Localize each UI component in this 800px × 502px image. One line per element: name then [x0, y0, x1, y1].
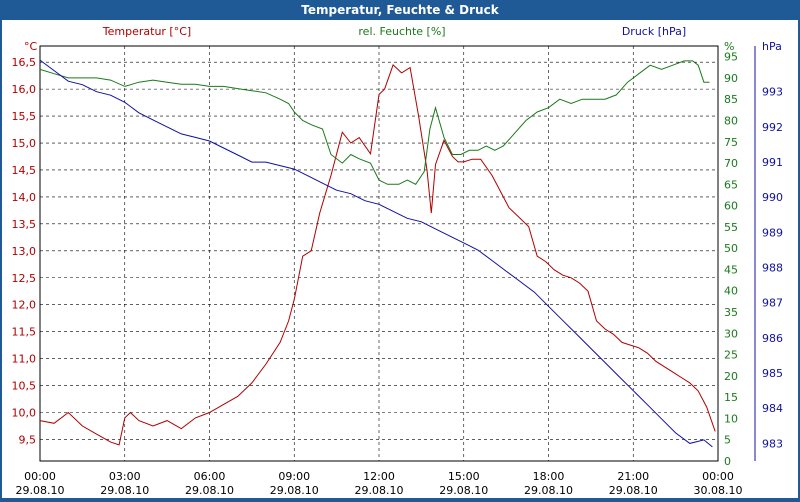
x-tick-date: 29.08.10 — [524, 484, 573, 497]
humidity-tick-label: 95 — [724, 51, 738, 64]
humidity-tick-label: 55 — [724, 221, 738, 234]
x-tick-time: 12:00 — [363, 470, 395, 483]
humidity-ticks: 0 5 10 15 20 25 30 35 40 45 50 55 60 65 70 75 80 85 90 95 — [724, 51, 738, 468]
temperature-ticks: 9,5 10,0 10,5 11,0 11,5 12,0 12,5 13,0 13,5 14,0 1… — [12, 56, 37, 446]
temperature-tick-label: 14,5 — [12, 164, 37, 177]
humidity-tick-label: 65 — [724, 178, 738, 191]
pressure-unit: hPa — [762, 40, 782, 53]
temperature-tick-label: 10,5 — [12, 380, 37, 393]
temperature-tick-label: 16,5 — [12, 56, 37, 69]
humidity-tick-label: 0 — [724, 455, 731, 468]
pressure-tick-label: 988 — [762, 262, 783, 275]
pressure-tick-label: 989 — [762, 226, 783, 239]
humidity-tick-label: 80 — [724, 114, 738, 127]
x-tick-time: 09:00 — [278, 470, 310, 483]
humidity-tick-label: 70 — [724, 157, 738, 170]
humidity-tick-label: 5 — [724, 434, 731, 447]
x-tick-time: 21:00 — [617, 470, 649, 483]
pressure-tick-label: 985 — [762, 367, 783, 380]
pressure-ticks: 983 984 985 986 987 988 989 990 991 992 993 — [762, 86, 783, 451]
pressure-axis-label: Druck [hPa] — [622, 25, 686, 38]
line-chart: 9,5 10,0 10,5 11,0 11,5 12,0 12,5 13,0 13,5 14,0 1… — [12, 25, 784, 497]
humidity-tick-label: 60 — [724, 200, 738, 213]
temperature-tick-label: 15,5 — [12, 110, 37, 123]
x-tick-date: 29.08.10 — [355, 484, 404, 497]
temperature-tick-label: 11,5 — [12, 326, 37, 339]
pressure-tick-label: 983 — [762, 437, 783, 450]
x-tick-date: 29.08.10 — [100, 484, 149, 497]
temperature-tick-label: 15,0 — [12, 137, 37, 150]
temperature-line — [39, 64, 716, 446]
humidity-unit: % — [724, 40, 734, 53]
humidity-tick-label: 75 — [724, 136, 738, 149]
pressure-tick-label: 984 — [762, 402, 783, 415]
humidity-tick-label: 30 — [724, 327, 738, 340]
temperature-tick-label: 12,5 — [12, 272, 37, 285]
humidity-axis-label: rel. Feuchte [%] — [358, 25, 445, 38]
window-title: Temperatur, Feuchte & Druck — [301, 3, 499, 17]
chart-panel: 9,5 10,0 10,5 11,0 11,5 12,0 12,5 13,0 13,5 14,0 1… — [2, 20, 798, 498]
temperature-tick-label: 13,0 — [12, 245, 37, 258]
temperature-axis-label: Temperatur [°C] — [102, 25, 191, 38]
x-tick-date: 29.08.10 — [185, 484, 234, 497]
gridlines — [40, 46, 718, 461]
x-tick-date: 29.08.10 — [16, 484, 65, 497]
pressure-tick-label: 987 — [762, 297, 783, 310]
series-lines — [39, 59, 716, 448]
temperature-tick-label: 10,0 — [12, 406, 37, 419]
humidity-tick-label: 35 — [724, 306, 738, 319]
pressure-tick-label: 992 — [762, 121, 783, 134]
humidity-tick-label: 40 — [724, 285, 738, 298]
temperature-tick-label: 14,0 — [12, 191, 37, 204]
temperature-tick-label: 13,5 — [12, 218, 37, 231]
x-tick-time: 06:00 — [194, 470, 226, 483]
humidity-tick-label: 15 — [724, 391, 738, 404]
temperature-tick-label: 11,0 — [12, 353, 37, 366]
pressure-tick-label: 991 — [762, 156, 783, 169]
x-tick-time: 18:00 — [533, 470, 565, 483]
x-tick-time: 03:00 — [109, 470, 141, 483]
temperature-tick-label: 9,5 — [19, 433, 37, 446]
humidity-line — [39, 60, 710, 185]
plot-area — [39, 45, 719, 462]
humidity-tick-label: 45 — [724, 263, 738, 276]
x-tick-date: 29.08.10 — [609, 484, 658, 497]
humidity-tick-label: 10 — [724, 412, 738, 425]
humidity-tick-label: 25 — [724, 349, 738, 362]
temperature-tick-label: 12,0 — [12, 299, 37, 312]
x-axis-ticks: 00:0029.08.1003:0029.08.1006:0029.08.100… — [16, 470, 743, 497]
pressure-line — [39, 59, 713, 448]
x-tick-date: 29.08.10 — [270, 484, 319, 497]
humidity-tick-label: 85 — [724, 93, 738, 106]
pressure-tick-label: 990 — [762, 191, 783, 204]
pressure-tick-label: 993 — [762, 86, 783, 99]
pressure-tick-label: 986 — [762, 332, 783, 345]
humidity-tick-label: 90 — [724, 72, 738, 85]
humidity-tick-label: 50 — [724, 242, 738, 255]
humidity-tick-label: 20 — [724, 370, 738, 383]
x-tick-time: 00:00 — [702, 470, 734, 483]
temperature-tick-label: 16,0 — [12, 83, 37, 96]
temperature-unit: °C — [24, 40, 38, 53]
x-tick-date: 29.08.10 — [439, 484, 488, 497]
x-tick-time: 00:00 — [24, 470, 56, 483]
x-tick-time: 15:00 — [448, 470, 480, 483]
x-tick-date: 30.08.10 — [694, 484, 743, 497]
